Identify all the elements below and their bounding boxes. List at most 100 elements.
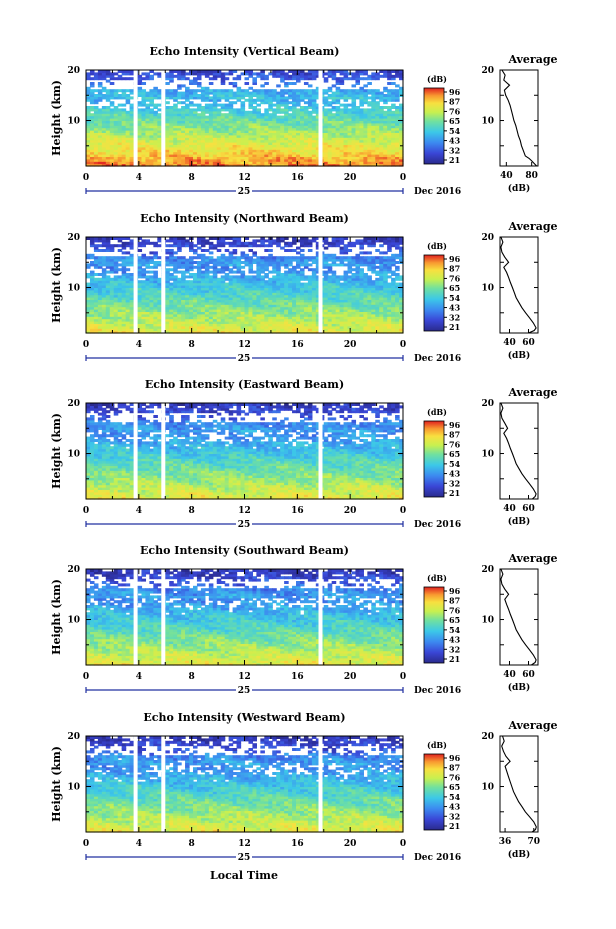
colorbar-tick-label: 87	[449, 763, 460, 773]
colorbar-tick-label: 96	[449, 586, 461, 596]
colorbar-tick-label: 65	[449, 782, 460, 792]
average-profile-line	[500, 402, 537, 500]
x-tick-label: 20	[344, 173, 357, 183]
y-axis-label: Height (km)	[50, 746, 63, 822]
y-tick-label: 20	[67, 565, 80, 575]
x-tick-label: 16	[291, 506, 304, 516]
average-frame	[499, 568, 539, 666]
average-x-tick-label: 40	[503, 504, 516, 514]
colorbar-tick-label: 21	[449, 155, 460, 165]
x-tick-label: 8	[189, 506, 195, 516]
colorbar-tick-label: 87	[449, 97, 460, 107]
colorbar-unit: (dB)	[427, 573, 447, 583]
colorbar-tick-label: 65	[449, 116, 460, 126]
date-label: Dec 2016	[414, 686, 461, 696]
y-tick-label: 10	[67, 284, 80, 294]
colorbar-tick-label: 32	[449, 478, 460, 488]
average-y-tick-label: 10	[481, 450, 494, 460]
x-tick-label: 12	[238, 173, 251, 183]
x-tick-label: 16	[291, 839, 304, 849]
y-axis-label: Height (km)	[50, 80, 63, 156]
x-tick-label: 0	[400, 340, 406, 350]
colorbar-tick-label: 54	[449, 792, 461, 802]
x-tick-label: 8	[189, 173, 195, 183]
average-title: Average	[507, 719, 557, 732]
colorbar-tick-label: 65	[449, 449, 460, 459]
x-tick-label: 8	[189, 672, 195, 682]
x-tick-label: 20	[344, 340, 357, 350]
data-gap	[161, 569, 166, 665]
x-tick-label: 8	[189, 839, 195, 849]
colorbar-tick-label: 43	[449, 136, 461, 146]
day-label: 25	[238, 187, 251, 197]
x-tick-label: 20	[344, 672, 357, 682]
average-y-tick-label: 10	[481, 117, 494, 127]
average-x-tick-label: 70	[528, 837, 541, 847]
colorbar-tick-label: 96	[449, 420, 461, 430]
colorbar-tick-label: 96	[449, 254, 461, 264]
colorbar-tick-label: 32	[449, 644, 460, 654]
x-tick-label: 8	[189, 340, 195, 350]
day-label: 25	[238, 520, 251, 530]
average-title: Average	[507, 220, 557, 233]
colorbar-unit: (dB)	[427, 74, 447, 84]
x-tick-label: 0	[83, 506, 89, 516]
average-x-tick-label: 80	[525, 171, 538, 181]
colorbar-tick-label: 21	[449, 654, 460, 664]
average-x-tick-label: 60	[522, 670, 535, 680]
chart-title: Echo Intensity (Vertical Beam)	[149, 45, 339, 58]
heatmap-image	[86, 736, 404, 833]
colorbar-tick-label: 96	[449, 87, 461, 97]
chart-title: Echo Intensity (Eastward Beam)	[145, 378, 344, 391]
chart-title: Echo Intensity (Northward Beam)	[140, 212, 349, 225]
y-tick-label: 10	[67, 783, 80, 793]
x-tick-label: 0	[400, 672, 406, 682]
data-gap	[133, 569, 138, 665]
colorbar-tick-label: 76	[449, 106, 461, 116]
heatmap-image	[86, 70, 404, 167]
x-tick-label: 0	[83, 672, 89, 682]
colorbar-tick-label: 54	[449, 625, 461, 635]
x-tick-label: 16	[291, 173, 304, 183]
average-y-tick-label: 10	[481, 616, 494, 626]
colorbar-tick-label: 65	[449, 615, 460, 625]
average-x-tick-label: 36	[499, 837, 512, 847]
data-gap	[318, 736, 323, 832]
average-profile-line	[501, 69, 538, 167]
average-x-tick-label: 40	[500, 171, 513, 181]
data-gap	[133, 736, 138, 832]
data-gap	[161, 70, 166, 166]
panel-4: Echo Intensity (Westward Beam) 10 20 Height…	[50, 711, 558, 863]
colorbar-tick-label: 87	[449, 430, 460, 440]
x-tick-label: 4	[136, 506, 142, 516]
average-profile-line	[501, 735, 537, 833]
x-tick-label: 20	[344, 506, 357, 516]
average-x-label: (dB)	[508, 682, 530, 693]
colorbar-tick-label: 54	[449, 459, 461, 469]
colorbar	[423, 420, 445, 498]
colorbar-tick-label: 21	[449, 821, 460, 831]
x-tick-label: 0	[400, 839, 406, 849]
average-x-tick-label: 60	[522, 504, 535, 514]
average-frame	[499, 236, 539, 334]
day-label: 25	[238, 686, 251, 696]
colorbar-tick-label: 76	[449, 273, 461, 283]
colorbar	[423, 586, 445, 664]
colorbar-tick-label: 32	[449, 811, 460, 821]
colorbar-tick-label: 43	[449, 303, 461, 313]
panel-3: Echo Intensity (Southward Beam) 10 20 Heigh…	[50, 544, 558, 696]
average-frame	[499, 69, 539, 167]
average-x-tick-label: 60	[522, 338, 535, 348]
x-tick-label: 20	[344, 839, 357, 849]
x-tick-label: 0	[400, 506, 406, 516]
colorbar-tick-label: 65	[449, 283, 460, 293]
average-profile-line	[500, 568, 537, 666]
x-tick-label: 4	[136, 173, 142, 183]
average-title: Average	[507, 386, 557, 399]
panel-2: Echo Intensity (Eastward Beam) 10 20 Height…	[50, 378, 558, 530]
y-tick-label: 20	[67, 732, 80, 742]
colorbar-tick-label: 87	[449, 264, 460, 274]
x-tick-label: 12	[238, 672, 251, 682]
colorbar-tick-label: 43	[449, 635, 461, 645]
average-title: Average	[507, 552, 557, 565]
